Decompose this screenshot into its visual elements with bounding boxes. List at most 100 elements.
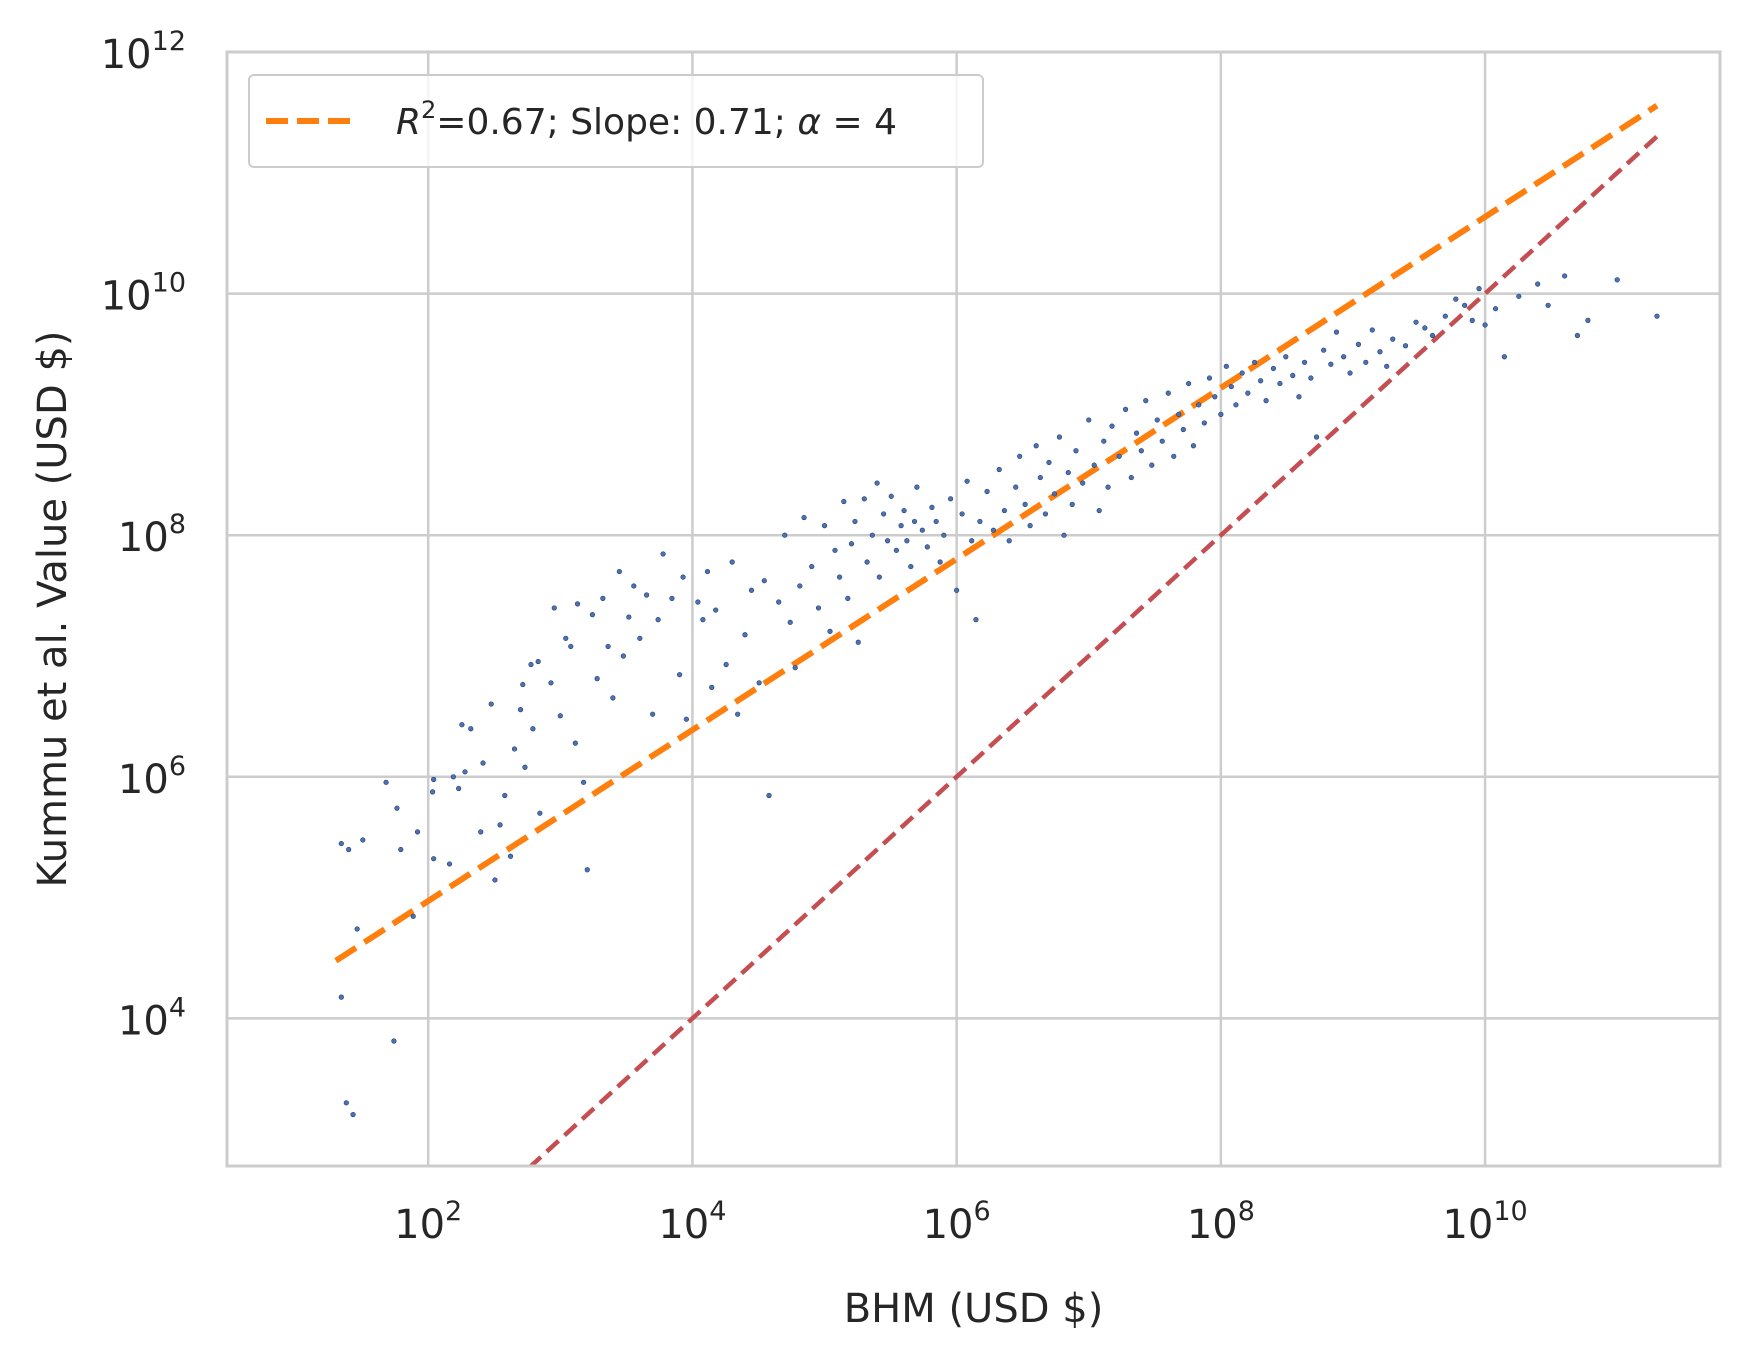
data-point	[766, 792, 772, 799]
data-point	[709, 684, 715, 690]
y-axis-ticks: 104 106 108 1010 1012	[101, 26, 186, 1044]
data-point	[1363, 359, 1369, 365]
data-point	[1133, 430, 1140, 436]
data-point	[572, 740, 578, 746]
data-point	[1165, 390, 1171, 396]
data-point	[1006, 538, 1012, 544]
data-point	[735, 711, 741, 717]
data-point	[861, 496, 867, 502]
data-point	[884, 538, 891, 544]
scatter-points	[338, 273, 1660, 1118]
y-tick-label: 1010	[101, 268, 186, 320]
data-point	[398, 846, 404, 853]
data-point	[1212, 394, 1218, 400]
x-tick-label: 104	[658, 1196, 726, 1248]
data-point	[680, 574, 686, 580]
data-point	[1233, 402, 1239, 408]
data-point	[1296, 394, 1302, 400]
data-point	[1390, 336, 1396, 342]
data-point	[888, 493, 894, 499]
data-point	[450, 774, 456, 780]
data-point	[574, 601, 581, 607]
data-point	[1402, 343, 1409, 349]
data-point	[551, 605, 557, 611]
data-point	[394, 805, 400, 811]
data-point	[1429, 332, 1436, 339]
legend-alpha-symbol: α	[797, 102, 821, 143]
data-point	[620, 653, 626, 659]
data-point	[350, 1111, 356, 1118]
legend-stats-text: =0.67; Slope: 0.71;	[436, 102, 797, 143]
data-point	[1128, 474, 1134, 481]
data-point	[497, 822, 503, 828]
data-point	[1545, 302, 1551, 308]
data-point	[391, 1038, 397, 1044]
data-point	[1277, 380, 1283, 387]
data-point	[787, 619, 793, 625]
x-tick-label: 102	[394, 1196, 462, 1248]
data-point	[1154, 417, 1160, 423]
fit-line	[334, 103, 1659, 964]
data-point	[1369, 327, 1375, 333]
data-point	[1042, 511, 1049, 517]
data-point	[360, 837, 366, 843]
data-point	[1109, 423, 1115, 429]
data-point	[1469, 317, 1475, 323]
data-point	[683, 716, 689, 722]
data-point	[1196, 402, 1202, 408]
data-point	[1017, 453, 1023, 459]
data-point	[557, 713, 563, 719]
data-point	[1251, 359, 1258, 365]
data-point	[459, 722, 465, 728]
data-point	[1462, 302, 1468, 308]
data-point	[1176, 411, 1182, 418]
data-point	[848, 541, 855, 547]
data-point	[488, 701, 494, 707]
data-point	[594, 676, 600, 682]
data-point	[517, 706, 524, 713]
data-point	[832, 547, 838, 553]
data-point	[1080, 480, 1086, 486]
data-point	[1159, 438, 1165, 444]
data-point	[990, 527, 997, 533]
data-point	[1258, 378, 1264, 384]
data-point	[1201, 420, 1207, 426]
data-point	[700, 617, 706, 623]
data-point	[761, 578, 767, 584]
data-point	[947, 496, 954, 502]
data-point	[1333, 329, 1340, 335]
data-point	[959, 511, 965, 517]
data-point	[964, 478, 970, 484]
data-point	[1116, 453, 1122, 459]
data-point	[1245, 390, 1251, 396]
data-point	[1027, 523, 1033, 529]
data-point	[1313, 434, 1320, 440]
data-point	[977, 518, 983, 525]
data-point	[1574, 332, 1581, 339]
y-tick-label: 1012	[101, 26, 186, 78]
data-point	[468, 726, 474, 732]
data-point	[1223, 363, 1229, 369]
y-tick-label: 104	[118, 992, 186, 1044]
data-point	[954, 587, 960, 593]
data-point	[1022, 501, 1028, 507]
data-point	[600, 595, 606, 601]
data-point	[869, 532, 875, 538]
data-point	[1086, 417, 1092, 423]
data-point	[984, 488, 990, 495]
data-point	[637, 635, 643, 641]
data-point	[1239, 370, 1245, 376]
data-point	[1585, 317, 1591, 323]
data-point	[713, 607, 719, 613]
data-point	[809, 563, 815, 570]
data-point	[929, 504, 935, 510]
data-point	[660, 551, 666, 557]
data-point	[1051, 491, 1058, 497]
data-point	[876, 574, 882, 580]
data-point	[507, 853, 514, 859]
data-point	[1190, 443, 1197, 449]
data-point	[845, 595, 851, 601]
data-point	[1384, 363, 1390, 369]
x-tick-label: 106	[923, 1196, 991, 1248]
data-point	[852, 518, 858, 525]
